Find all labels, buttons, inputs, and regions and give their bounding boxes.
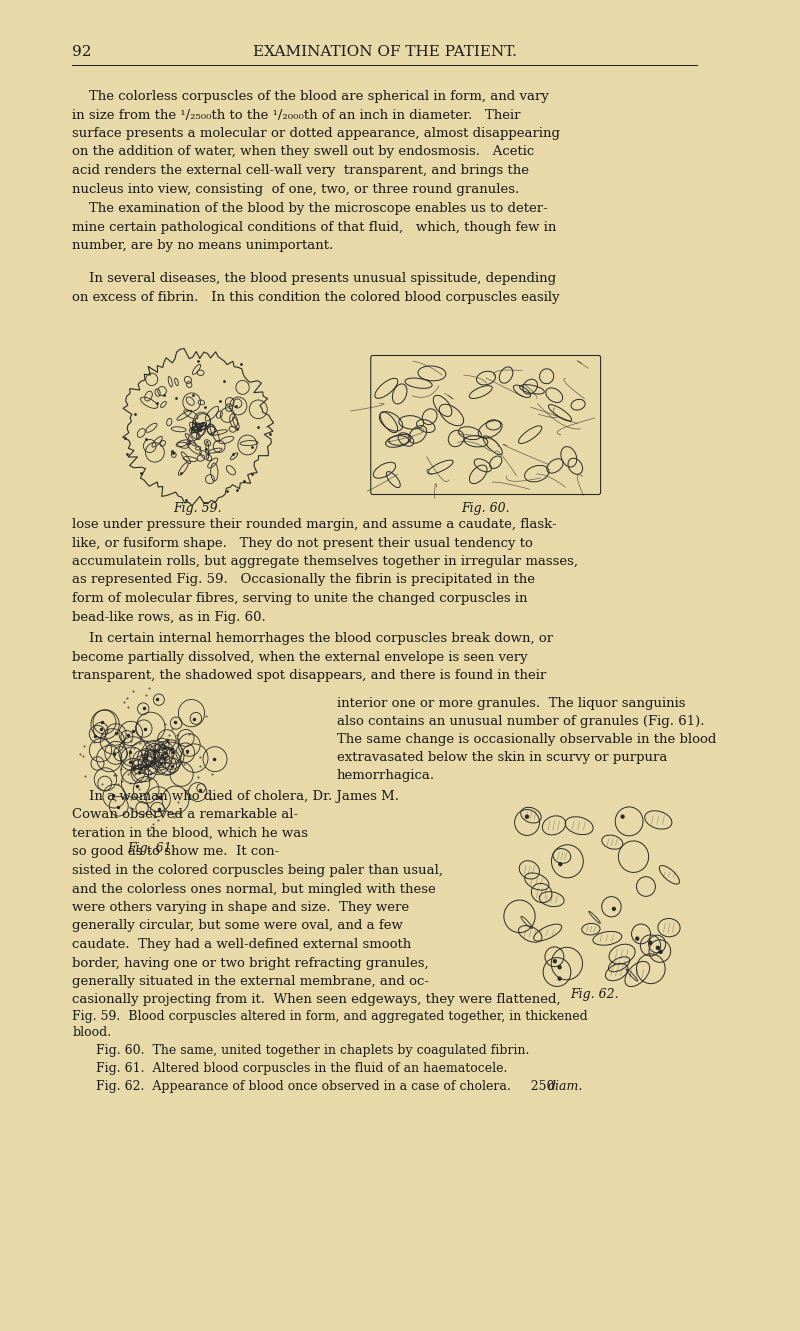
Text: Fig. 62.  Appearance of blood once observed in a case of cholera.     250: Fig. 62. Appearance of blood once observ… — [96, 1079, 558, 1093]
Circle shape — [621, 815, 624, 819]
Text: lose under pressure their rounded margin, and assume a caudate, flask-
like, or : lose under pressure their rounded margin… — [72, 518, 578, 623]
Text: also contains an unusual number of granules (Fig. 61).: also contains an unusual number of granu… — [337, 715, 704, 728]
Text: Fig. 61.  Altered blood corpuscles in the fluid of an haematocele.: Fig. 61. Altered blood corpuscles in the… — [96, 1062, 507, 1075]
Text: In certain internal hemorrhages the blood corpuscles break down, or
become parti: In certain internal hemorrhages the bloo… — [72, 632, 554, 681]
Circle shape — [659, 950, 662, 953]
Text: The same change is occasionally observable in the blood: The same change is occasionally observab… — [337, 733, 716, 745]
Text: In several diseases, the blood presents unusual spissitude, depending
on excess : In several diseases, the blood presents … — [72, 272, 560, 303]
Text: extravasated below the skin in scurvy or purpura: extravasated below the skin in scurvy or… — [337, 751, 667, 764]
Text: hemorrhagica.: hemorrhagica. — [337, 769, 434, 783]
Circle shape — [558, 966, 561, 969]
Circle shape — [559, 862, 562, 865]
Text: In a woman who died of cholera, Dr. James M.
Cowan observed a remarkable al-
ter: In a woman who died of cholera, Dr. Jame… — [72, 791, 561, 1006]
Text: Fig. 61.: Fig. 61. — [128, 843, 176, 855]
Text: Fig. 59.  Blood corpuscles altered in form, and aggregated together, in thickene: Fig. 59. Blood corpuscles altered in for… — [72, 1010, 588, 1024]
Circle shape — [636, 937, 638, 940]
Text: blood.: blood. — [72, 1026, 111, 1040]
Text: interior one or more granules.  The liquor sanguinis: interior one or more granules. The liquo… — [337, 697, 685, 709]
Text: Fig. 60.  The same, united together in chaplets by coagulated fibrin.: Fig. 60. The same, united together in ch… — [96, 1044, 530, 1057]
Text: Fig. 60.: Fig. 60. — [462, 502, 510, 515]
Circle shape — [558, 977, 561, 980]
Text: 92: 92 — [72, 45, 92, 59]
Text: Fig. 59.: Fig. 59. — [173, 502, 222, 515]
Text: The colorless corpuscles of the blood are spherical in form, and vary
in size fr: The colorless corpuscles of the blood ar… — [72, 91, 560, 196]
Text: diam.: diam. — [548, 1079, 583, 1093]
Circle shape — [649, 941, 652, 944]
Text: The examination of the blood by the microscope enables us to deter-
mine certain: The examination of the blood by the micr… — [72, 202, 557, 252]
Circle shape — [554, 960, 556, 962]
Text: EXAMINATION OF THE PATIENT.: EXAMINATION OF THE PATIENT. — [253, 45, 517, 59]
Text: Fig. 62.: Fig. 62. — [570, 988, 618, 1001]
Circle shape — [613, 908, 615, 910]
Circle shape — [526, 815, 529, 819]
Circle shape — [656, 946, 659, 949]
